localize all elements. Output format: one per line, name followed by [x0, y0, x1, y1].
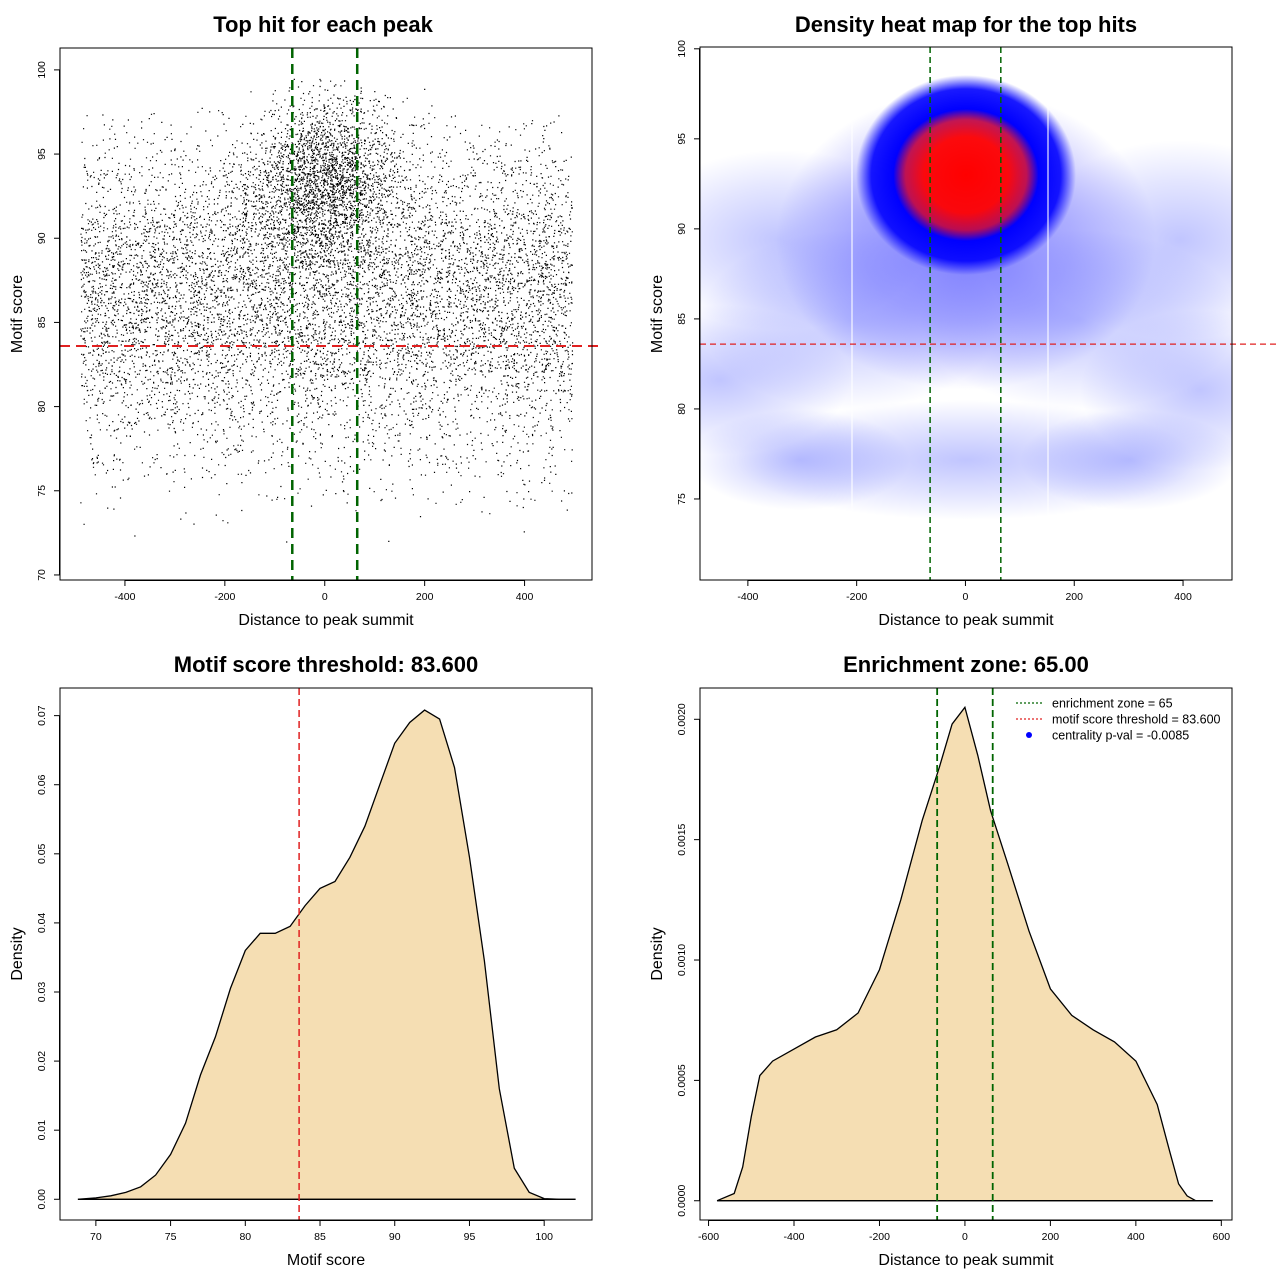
density-curve	[716, 705, 1213, 1202]
x-tick-label: 200	[1042, 1231, 1060, 1243]
x-tick-label: 75	[165, 1231, 177, 1243]
x-tick-label: 0	[322, 591, 328, 603]
score-density-panel: Motif score threshold: 83.600 70 75 80 85 90…	[9, 652, 593, 1269]
x-axis: -400 -200 0 200 400	[737, 580, 1192, 603]
x-axis-label: Motif score	[287, 1252, 365, 1269]
y-tick-label: 80	[36, 401, 48, 413]
legend-label: motif score threshold = 83.600	[1052, 713, 1221, 727]
x-axis-label: Distance to peak summit	[878, 612, 1054, 629]
y-tick-label: 75	[36, 485, 48, 497]
scatter-points	[80, 78, 574, 543]
y-tick-label: 0.0010	[676, 944, 688, 976]
y-axis: 75 80 85 90 95 100	[676, 40, 700, 505]
y-axis-label: Density	[649, 927, 666, 980]
x-tick-label: 400	[516, 591, 534, 603]
y-axis-label: Motif score	[9, 275, 26, 353]
y-tick-label: 0.0005	[676, 1064, 688, 1096]
x-tick-label: 90	[389, 1231, 401, 1243]
x-tick-label: 200	[1065, 591, 1083, 603]
legend: enrichment zone = 65 motif score thresho…	[1016, 697, 1221, 743]
legend-item-centrality: centrality p-val = -0.0085	[1026, 729, 1189, 743]
x-axis: 70 75 80 85 90 95 100	[90, 1220, 553, 1243]
heatmap-panel: Density heat map for the top hits -400 -2…	[649, 12, 1280, 629]
x-axis-label: Distance to peak summit	[238, 612, 414, 629]
y-tick-label: 0.02	[36, 1051, 48, 1072]
y-tick-label: 0.05	[36, 843, 48, 864]
distance-density-panel: Enrichment zone: 65.00 -600 -400 -200 0 200 4…	[649, 652, 1233, 1269]
y-tick-label: 90	[676, 223, 688, 235]
x-axis: -400 -200 0 200 400	[114, 580, 533, 603]
x-tick-label: 400	[1174, 591, 1192, 603]
y-axis: 70 75 80 85 90 95 100	[36, 61, 60, 581]
density-curve	[77, 709, 576, 1200]
x-tick-label: -200	[869, 1231, 890, 1243]
scatter-panel: Top hit for each peak -400 -200 0 200 400 70…	[9, 12, 600, 629]
y-axis: 0.0000 0.0005 0.0010 0.0015 0.0020	[676, 703, 700, 1217]
y-tick-label: 0.00	[36, 1189, 48, 1210]
y-axis: 0.00 0.01 0.02 0.03 0.04 0.05 0.06 0.07	[36, 705, 60, 1209]
y-axis-label: Density	[9, 927, 26, 980]
y-tick-label: 0.0000	[676, 1185, 688, 1217]
y-tick-label: 80	[676, 403, 688, 415]
legend-item-enrichment-zone: enrichment zone = 65	[1016, 697, 1173, 711]
x-tick-label: 200	[416, 591, 434, 603]
heatmap-title: Density heat map for the top hits	[795, 12, 1137, 37]
x-axis-label: Distance to peak summit	[878, 1252, 1054, 1269]
y-tick-label: 95	[36, 148, 48, 160]
x-tick-label: -400	[114, 591, 135, 603]
legend-item-score-threshold: motif score threshold = 83.600	[1016, 713, 1221, 727]
x-axis: -600 -400 -200 0 200 400 600	[698, 1220, 1230, 1243]
y-tick-label: 100	[36, 61, 48, 79]
y-tick-label: 0.04	[36, 913, 48, 934]
legend-point-marker	[1026, 732, 1032, 738]
density-hotspot	[856, 75, 1076, 275]
legend-label: enrichment zone = 65	[1052, 697, 1173, 711]
x-tick-label: 400	[1127, 1231, 1145, 1243]
x-tick-label: -400	[737, 591, 758, 603]
y-tick-label: 95	[676, 133, 688, 145]
y-tick-label: 100	[676, 40, 688, 58]
y-axis-label: Motif score	[649, 275, 666, 353]
y-tick-label: 0.0020	[676, 703, 688, 735]
x-tick-label: 100	[535, 1231, 553, 1243]
y-tick-label: 0.0015	[676, 823, 688, 855]
heatmap-field	[700, 47, 1232, 580]
y-tick-label: 0.06	[36, 774, 48, 795]
score-density-title: Motif score threshold: 83.600	[174, 652, 478, 677]
y-tick-label: 0.03	[36, 982, 48, 1003]
x-tick-label: 0	[962, 1231, 968, 1243]
x-tick-label: 600	[1213, 1231, 1231, 1243]
y-tick-label: 0.01	[36, 1120, 48, 1141]
y-tick-label: 0.07	[36, 705, 48, 726]
distance-density-title: Enrichment zone: 65.00	[843, 652, 1089, 677]
legend-label: centrality p-val = -0.0085	[1052, 729, 1189, 743]
y-tick-label: 85	[36, 316, 48, 328]
scatter-point-cloud	[80, 78, 574, 543]
y-tick-label: 70	[36, 569, 48, 581]
y-tick-label: 85	[676, 313, 688, 325]
x-tick-label: -200	[846, 591, 867, 603]
x-tick-label: 95	[464, 1231, 476, 1243]
x-tick-label: -600	[698, 1231, 719, 1243]
scatter-title: Top hit for each peak	[213, 12, 433, 37]
x-tick-label: 85	[314, 1231, 326, 1243]
x-tick-label: 0	[963, 591, 969, 603]
x-tick-label: -400	[784, 1231, 805, 1243]
x-tick-label: 70	[90, 1231, 102, 1243]
x-tick-label: 80	[239, 1231, 251, 1243]
x-tick-label: -200	[214, 591, 235, 603]
y-tick-label: 90	[36, 232, 48, 244]
y-tick-label: 75	[676, 493, 688, 505]
